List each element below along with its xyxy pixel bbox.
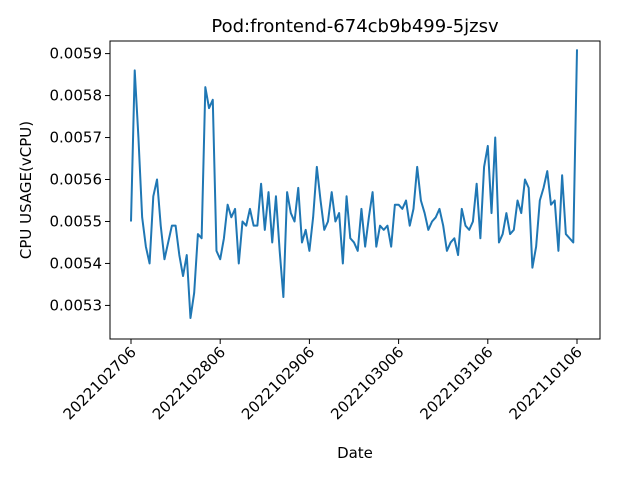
- plot-area: [130, 49, 578, 320]
- y-axis-label: CPU USAGE(vCPU): [17, 121, 35, 259]
- y-tick-label: 0.0056: [50, 171, 103, 189]
- x-tick-label: 2022102906: [238, 343, 318, 423]
- x-axis-label: Date: [337, 444, 373, 462]
- plot-frame: [109, 40, 601, 340]
- cpu-usage-series-line: [130, 49, 578, 320]
- y-tick-label: 0.0058: [50, 87, 103, 105]
- x-tick-label: 2022103106: [416, 343, 496, 423]
- y-tick-label: 0.0059: [50, 45, 103, 63]
- x-tick-label: 2022110106: [506, 343, 586, 423]
- y-axis: 0.0053 0.0054 0.0055 0.0056 0.0057 0.0058 0.00…: [50, 45, 110, 314]
- x-tick-label: 2022102806: [149, 343, 229, 423]
- y-tick-label: 0.0054: [50, 254, 103, 272]
- chart-title: Pod:frontend-674cb9b499-5jzsv: [211, 16, 499, 37]
- y-tick-label: 0.0053: [50, 296, 103, 314]
- y-tick-label: 0.0057: [50, 129, 103, 147]
- x-tick-label: 2022103006: [327, 343, 407, 423]
- x-tick-label: 2022102706: [60, 343, 140, 423]
- x-axis: 2022102706 2022102806 2022102906 2022103006…: [60, 339, 586, 423]
- y-tick-label: 0.0055: [50, 212, 103, 230]
